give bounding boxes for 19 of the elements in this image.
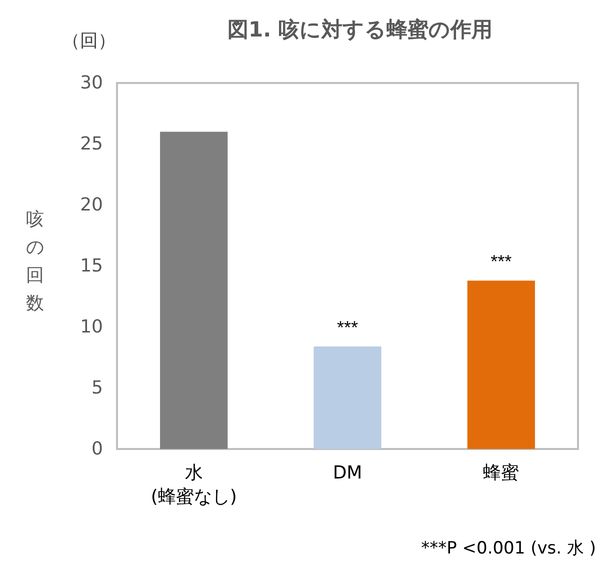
bar — [160, 132, 228, 449]
y-tick-label: 5 — [92, 378, 103, 398]
x-tick-label: 水 (蜂蜜なし) — [150, 462, 237, 508]
bar — [467, 280, 535, 449]
text: ***P <0.001 (vs. 水 ) — [421, 538, 596, 558]
y-tick-label: 0 — [92, 438, 103, 460]
y-tick-label: 30 — [80, 72, 103, 94]
x-tick-label: 蜂蜜 — [483, 462, 520, 484]
annotation: *** — [336, 318, 358, 338]
y-tick-label: 20 — [80, 194, 103, 216]
y-tick-label: 15 — [80, 256, 103, 276]
text: （回） — [62, 30, 116, 52]
y-tick-label: 25 — [80, 134, 103, 154]
bar — [314, 346, 382, 449]
x-tick-label: DM — [332, 462, 362, 484]
y-tick-label: 10 — [80, 316, 103, 338]
y-axis-title: 咳の回数 — [26, 209, 44, 313]
annotation: *** — [490, 252, 512, 272]
chart-title: 図1. 咳に対する蜂蜜の作用 — [228, 18, 492, 42]
